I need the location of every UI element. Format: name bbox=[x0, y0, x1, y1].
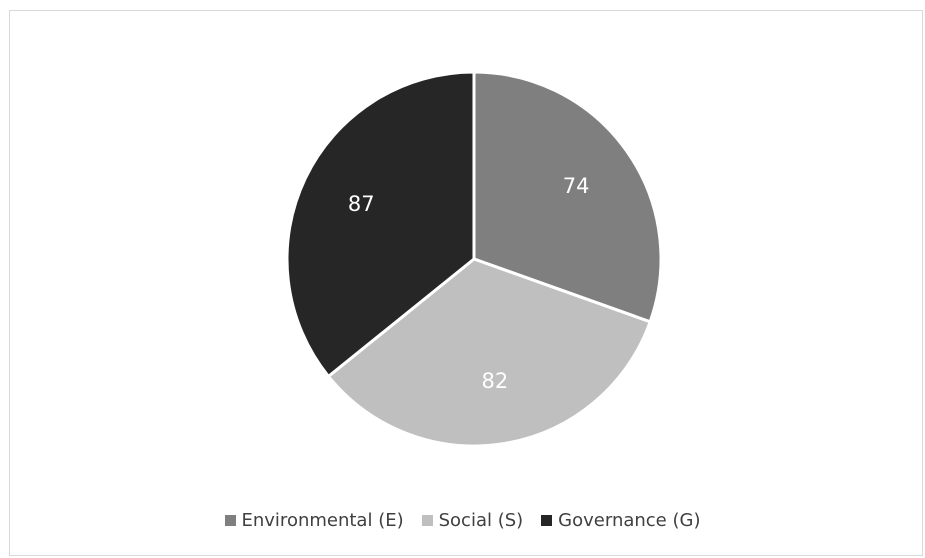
legend-item-social: Social (S) bbox=[421, 510, 524, 531]
data-label-social: 82 bbox=[482, 369, 509, 393]
legend-label-environmental: Environmental (E) bbox=[241, 510, 404, 531]
pie-slices bbox=[285, 70, 663, 448]
legend-item-environmental: Environmental (E) bbox=[224, 510, 404, 531]
legend-label-governance: Governance (G) bbox=[558, 510, 701, 531]
pie-slice-environmental bbox=[472, 70, 663, 324]
data-label-governance: 87 bbox=[348, 192, 375, 216]
data-label-environmental: 74 bbox=[563, 174, 590, 198]
legend-swatch-governance bbox=[541, 515, 553, 526]
legend-item-governance: Governance (G) bbox=[541, 510, 700, 531]
legend-swatch-social bbox=[421, 515, 433, 526]
legend-label-social: Social (S) bbox=[438, 510, 524, 531]
legend-swatch-environmental bbox=[224, 515, 236, 526]
pie-slice-governance bbox=[285, 70, 476, 379]
pie-slice-social bbox=[326, 257, 653, 448]
pie-data-labels: 74 82 87 bbox=[348, 174, 590, 393]
legend: Environmental (E) Social (S) Governance … bbox=[0, 510, 925, 531]
